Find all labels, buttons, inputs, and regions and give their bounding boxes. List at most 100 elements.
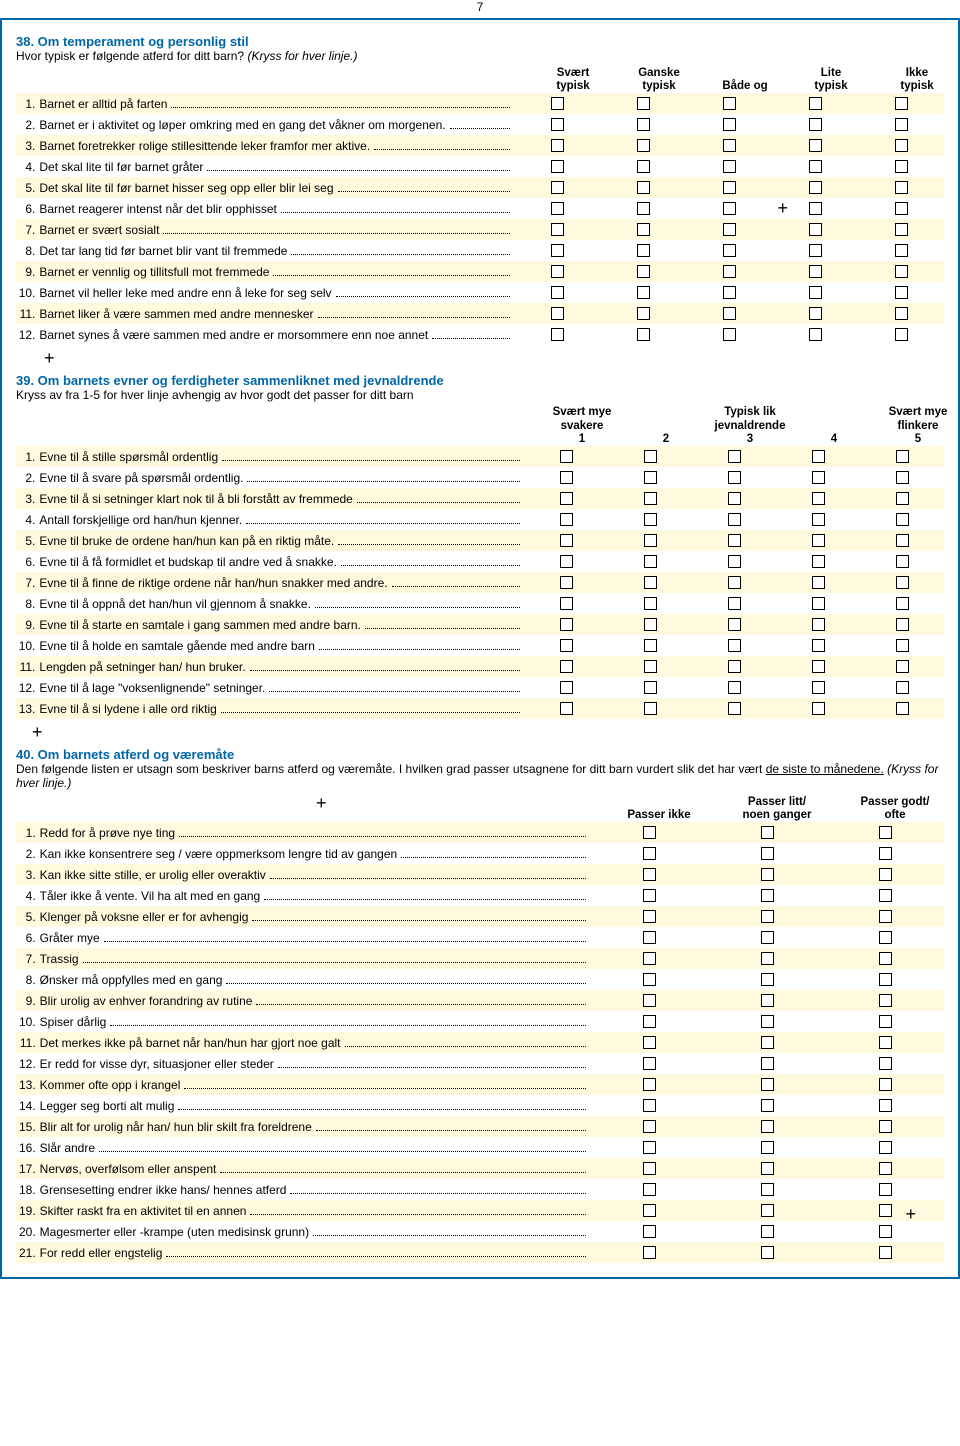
checkbox[interactable]: [643, 1162, 656, 1175]
checkbox[interactable]: [879, 868, 892, 881]
checkbox[interactable]: [637, 223, 650, 236]
checkbox[interactable]: [643, 1204, 656, 1217]
checkbox[interactable]: [728, 597, 741, 610]
checkbox[interactable]: [809, 307, 822, 320]
checkbox[interactable]: [644, 702, 657, 715]
checkbox[interactable]: [728, 555, 741, 568]
checkbox[interactable]: [896, 513, 909, 526]
checkbox[interactable]: [761, 952, 774, 965]
checkbox[interactable]: [896, 702, 909, 715]
checkbox[interactable]: [812, 660, 825, 673]
checkbox[interactable]: [809, 223, 822, 236]
checkbox[interactable]: [896, 450, 909, 463]
checkbox[interactable]: [723, 97, 736, 110]
checkbox[interactable]: [895, 286, 908, 299]
checkbox[interactable]: [761, 1204, 774, 1217]
checkbox[interactable]: [643, 1036, 656, 1049]
checkbox[interactable]: [644, 576, 657, 589]
checkbox[interactable]: [643, 1120, 656, 1133]
checkbox[interactable]: [895, 244, 908, 257]
checkbox[interactable]: [551, 244, 564, 257]
checkbox[interactable]: [643, 1099, 656, 1112]
checkbox[interactable]: [637, 181, 650, 194]
checkbox[interactable]: [643, 994, 656, 1007]
checkbox[interactable]: [895, 265, 908, 278]
checkbox[interactable]: [896, 471, 909, 484]
checkbox[interactable]: [643, 889, 656, 902]
checkbox[interactable]: [637, 328, 650, 341]
checkbox[interactable]: [879, 1246, 892, 1259]
checkbox[interactable]: [551, 139, 564, 152]
checkbox[interactable]: [644, 597, 657, 610]
checkbox[interactable]: [761, 994, 774, 1007]
checkbox[interactable]: [761, 1141, 774, 1154]
checkbox[interactable]: [643, 910, 656, 923]
checkbox[interactable]: [812, 513, 825, 526]
checkbox[interactable]: [879, 1141, 892, 1154]
checkbox[interactable]: [551, 181, 564, 194]
checkbox[interactable]: [896, 555, 909, 568]
checkbox[interactable]: [809, 97, 822, 110]
checkbox[interactable]: [723, 223, 736, 236]
checkbox[interactable]: [728, 534, 741, 547]
checkbox[interactable]: [551, 223, 564, 236]
checkbox[interactable]: [644, 555, 657, 568]
checkbox[interactable]: [637, 307, 650, 320]
checkbox[interactable]: [895, 223, 908, 236]
checkbox[interactable]: [644, 492, 657, 505]
checkbox[interactable]: [896, 618, 909, 631]
checkbox[interactable]: [761, 973, 774, 986]
checkbox[interactable]: [560, 618, 573, 631]
checkbox[interactable]: [723, 244, 736, 257]
checkbox[interactable]: [879, 847, 892, 860]
checkbox[interactable]: [551, 265, 564, 278]
checkbox[interactable]: [551, 307, 564, 320]
checkbox[interactable]: [560, 492, 573, 505]
checkbox[interactable]: [728, 660, 741, 673]
checkbox[interactable]: [812, 681, 825, 694]
checkbox[interactable]: [896, 660, 909, 673]
checkbox[interactable]: [896, 681, 909, 694]
checkbox[interactable]: [812, 597, 825, 610]
checkbox[interactable]: [728, 513, 741, 526]
checkbox[interactable]: [812, 450, 825, 463]
checkbox[interactable]: [728, 618, 741, 631]
checkbox[interactable]: [879, 931, 892, 944]
checkbox[interactable]: [644, 450, 657, 463]
checkbox[interactable]: [809, 328, 822, 341]
checkbox[interactable]: [812, 534, 825, 547]
checkbox[interactable]: [879, 1162, 892, 1175]
checkbox[interactable]: [637, 160, 650, 173]
checkbox[interactable]: [761, 847, 774, 860]
checkbox[interactable]: [879, 1099, 892, 1112]
checkbox[interactable]: [728, 450, 741, 463]
checkbox[interactable]: [809, 244, 822, 257]
checkbox[interactable]: [637, 286, 650, 299]
checkbox[interactable]: [644, 618, 657, 631]
checkbox[interactable]: [809, 118, 822, 131]
checkbox[interactable]: [643, 1015, 656, 1028]
checkbox[interactable]: [728, 576, 741, 589]
checkbox[interactable]: [761, 889, 774, 902]
checkbox[interactable]: [879, 1204, 892, 1217]
checkbox[interactable]: [643, 952, 656, 965]
checkbox[interactable]: [644, 681, 657, 694]
checkbox[interactable]: [761, 826, 774, 839]
checkbox[interactable]: [644, 513, 657, 526]
checkbox[interactable]: [895, 181, 908, 194]
checkbox[interactable]: [560, 471, 573, 484]
checkbox[interactable]: [879, 1036, 892, 1049]
checkbox[interactable]: [551, 97, 564, 110]
checkbox[interactable]: [809, 139, 822, 152]
checkbox[interactable]: [560, 450, 573, 463]
checkbox[interactable]: [809, 181, 822, 194]
checkbox[interactable]: [723, 160, 736, 173]
checkbox[interactable]: [723, 118, 736, 131]
checkbox[interactable]: [896, 639, 909, 652]
checkbox[interactable]: [761, 1099, 774, 1112]
checkbox[interactable]: [723, 202, 736, 215]
checkbox[interactable]: [879, 1183, 892, 1196]
checkbox[interactable]: [643, 931, 656, 944]
checkbox[interactable]: [560, 576, 573, 589]
checkbox[interactable]: [809, 265, 822, 278]
